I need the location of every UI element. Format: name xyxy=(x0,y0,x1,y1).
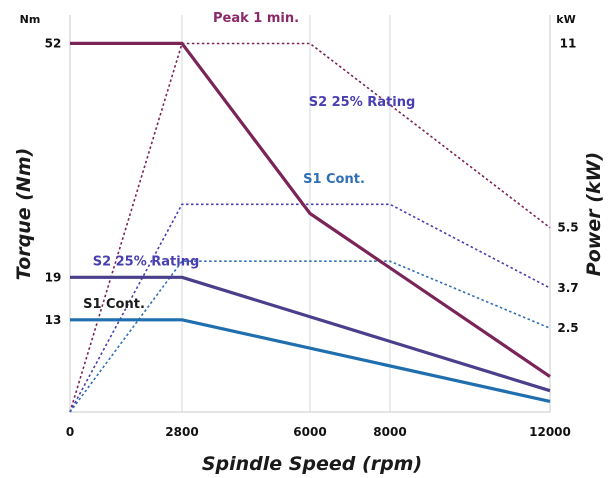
annotation-label: S1 Cont. xyxy=(303,172,365,187)
torque-curves xyxy=(70,41,551,403)
power-tick-label: 2.5 xyxy=(557,321,578,335)
annotations: Peak 1 min. S2 25% Rating S2 25% Rating S1 … xyxy=(83,11,415,312)
left-axis-unit: Nm xyxy=(20,13,41,26)
power-curve-3 xyxy=(69,260,551,413)
torque-curve-1 xyxy=(70,41,551,378)
x-tick-label: 8000 xyxy=(373,425,406,439)
tick-labels: 0 2800 6000 8000 12000 13 19 52 11 5.5 3.7 2.5 xyxy=(45,36,579,439)
annotation-label: S1 Cont. xyxy=(83,297,145,312)
x-tick-label: 0 xyxy=(66,425,74,439)
annotation-label: Peak 1 min. xyxy=(213,11,299,26)
power-tick-label: 3.7 xyxy=(557,281,578,295)
annotation-label: S2 25% Rating xyxy=(93,254,200,269)
power-curves xyxy=(69,42,551,413)
power-tick-label: 11 xyxy=(560,36,577,50)
x-tick-label: 12000 xyxy=(529,425,571,439)
x-tick-label: 2800 xyxy=(165,425,198,439)
right-axis-unit: kW xyxy=(556,13,575,26)
annotation-label: S2 25% Rating xyxy=(309,95,416,110)
torque-curve-2 xyxy=(70,275,551,393)
power-tick-label: 5.5 xyxy=(557,221,578,235)
torque-curve-3 xyxy=(70,318,551,403)
x-tick-label: 6000 xyxy=(293,425,326,439)
right-axis-title: Power (kW) xyxy=(583,152,605,276)
torque-tick-label: 19 xyxy=(45,270,62,284)
x-axis-title: Spindle Speed (rpm) xyxy=(202,453,422,475)
torque-tick-label: 52 xyxy=(45,36,62,50)
left-axis-title: Torque (Nm) xyxy=(13,148,35,281)
torque-tick-label: 13 xyxy=(45,313,62,327)
